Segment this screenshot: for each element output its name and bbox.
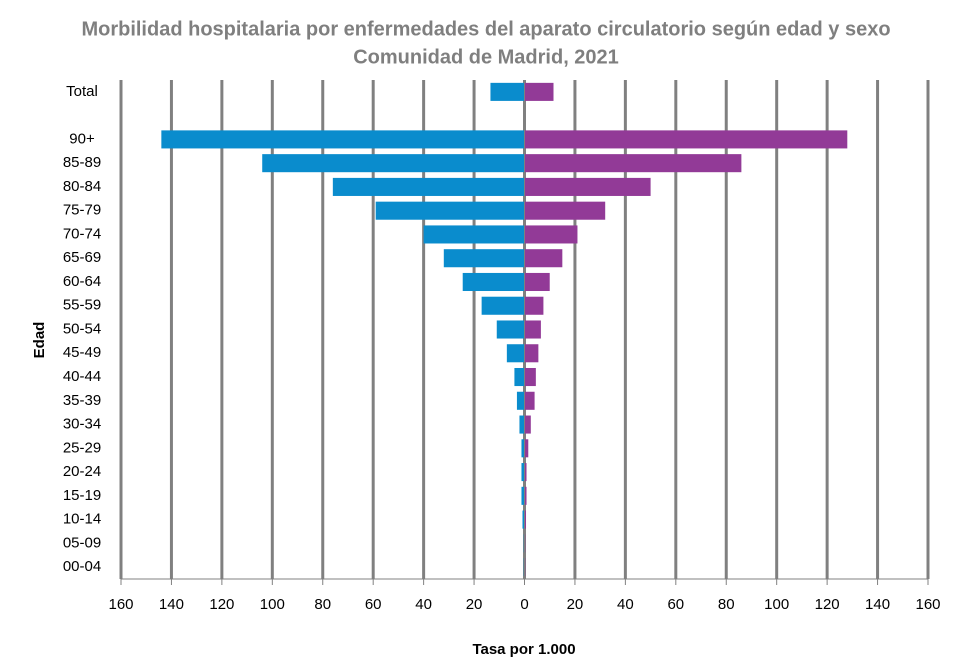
y-tick-label: 50-54 xyxy=(63,320,101,337)
bar xyxy=(524,344,539,363)
y-tick-label: 05-09 xyxy=(63,534,101,551)
y-tick-label: 25-29 xyxy=(63,439,101,456)
bar xyxy=(506,344,525,363)
bar xyxy=(514,367,525,387)
y-tick-label: 80-84 xyxy=(63,178,101,195)
y-tick-label: 10-14 xyxy=(63,511,101,528)
bar xyxy=(161,130,525,149)
x-tick-label: 80 xyxy=(314,596,331,613)
x-tick-label: 120 xyxy=(815,596,840,613)
y-tick-label: 35-39 xyxy=(63,392,101,409)
bar xyxy=(524,154,742,173)
bar xyxy=(443,249,525,268)
bar xyxy=(521,463,525,482)
y-tick-label: 65-69 xyxy=(63,249,101,266)
chart-subtitle: Comunidad de Madrid, 2021 xyxy=(353,46,619,68)
y-tick-label: 45-49 xyxy=(63,344,101,361)
x-tick-label: 100 xyxy=(764,596,789,613)
y-tick-label: 15-19 xyxy=(63,487,101,504)
bar xyxy=(423,225,525,244)
y-tick-label: 40-44 xyxy=(63,368,101,385)
bar xyxy=(262,154,525,173)
y-tick-label: 70-74 xyxy=(63,225,101,242)
bar xyxy=(524,249,563,268)
bar xyxy=(524,272,550,292)
bar xyxy=(524,82,554,101)
x-tick-label: 140 xyxy=(865,596,890,613)
bar xyxy=(332,177,525,196)
bar xyxy=(524,510,527,529)
y-tick-label: 20-24 xyxy=(63,463,101,480)
y-tick-label: 60-64 xyxy=(63,273,101,290)
bar xyxy=(524,463,527,482)
chart-title: Morbilidad hospitalaria por enfermedades… xyxy=(81,18,890,40)
x-tick-label: 80 xyxy=(718,596,735,613)
y-tick-label: 75-79 xyxy=(63,202,101,219)
x-tick-label: 60 xyxy=(365,596,382,613)
bar xyxy=(524,486,527,505)
y-tick-label: 85-89 xyxy=(63,154,101,171)
bar xyxy=(524,391,535,410)
bar xyxy=(519,415,525,434)
x-tick-label: 140 xyxy=(159,596,184,613)
bar xyxy=(524,177,651,196)
bar xyxy=(375,201,525,220)
bar xyxy=(496,320,525,339)
bar xyxy=(522,510,525,529)
bar xyxy=(516,391,525,410)
bar xyxy=(521,486,525,505)
y-tick-label: 00-04 xyxy=(63,558,101,575)
x-tick-label: 40 xyxy=(415,596,432,613)
y-tick-label: Total xyxy=(66,83,98,100)
y-tick-label: 30-34 xyxy=(63,416,101,433)
bar xyxy=(524,439,529,458)
x-tick-label: 160 xyxy=(915,596,940,613)
bar xyxy=(524,320,541,339)
bar xyxy=(524,201,606,220)
bar xyxy=(462,272,525,292)
x-tick-label: 20 xyxy=(466,596,483,613)
bar xyxy=(524,415,531,434)
bar xyxy=(524,367,536,387)
bar xyxy=(524,296,544,315)
x-axis-label: Tasa por 1.000 xyxy=(472,641,575,658)
bar xyxy=(481,296,525,315)
x-tick-label: 120 xyxy=(209,596,234,613)
x-tick-label: 60 xyxy=(667,596,684,613)
bar xyxy=(521,439,525,458)
bar xyxy=(490,82,525,101)
bar xyxy=(524,225,578,244)
y-tick-label: 90+ xyxy=(69,130,95,147)
x-tick-label: 40 xyxy=(617,596,634,613)
x-tick-label: 160 xyxy=(108,596,133,613)
x-tick-label: 0 xyxy=(520,596,528,613)
y-axis-label: Edad xyxy=(31,322,48,359)
y-tick-label: 55-59 xyxy=(63,297,101,314)
x-tick-label: 20 xyxy=(567,596,584,613)
x-tick-label: 100 xyxy=(260,596,285,613)
bar xyxy=(524,130,848,149)
